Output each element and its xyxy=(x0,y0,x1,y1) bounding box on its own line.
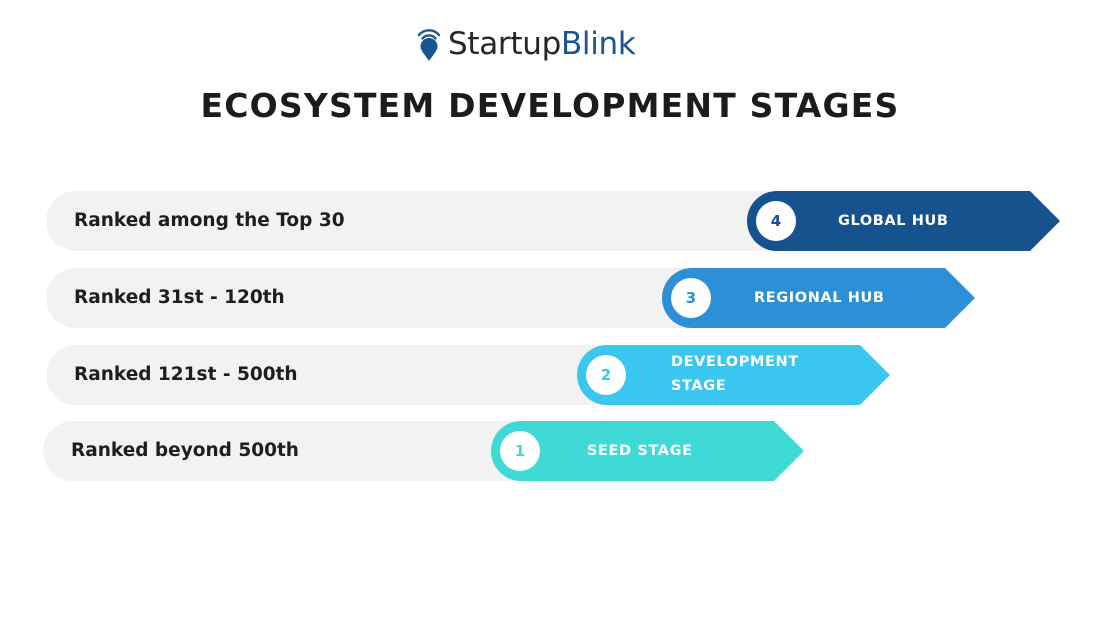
stage-number-badge: 2 xyxy=(586,355,626,395)
stage-name: REGIONAL HUB xyxy=(754,290,885,306)
stage-name: DEVELOPMENT STAGE xyxy=(671,350,799,398)
stage-row-regional-hub: Ranked 31st - 120th 3 REGIONAL HUB xyxy=(0,268,1100,328)
rank-bar xyxy=(43,421,563,481)
page-title: ECOSYSTEM DEVELOPMENT STAGES xyxy=(200,86,900,125)
logo-text-blink: Blink xyxy=(560,25,636,62)
rank-bar xyxy=(46,345,646,405)
stage-number-badge: 3 xyxy=(671,278,711,318)
rank-label: Ranked beyond 500th xyxy=(71,440,299,461)
stage-name: GLOBAL HUB xyxy=(838,213,949,229)
rank-label: Ranked among the Top 30 xyxy=(74,210,345,231)
rank-bar xyxy=(46,191,806,251)
rank-label: Ranked 31st - 120th xyxy=(74,287,285,308)
stage-arrow: 4 GLOBAL HUB xyxy=(747,191,1060,251)
logo-text-startup: Startup xyxy=(448,25,561,62)
stage-arrow: 3 REGIONAL HUB xyxy=(662,268,975,328)
startupblink-logo: StartupBlink xyxy=(414,24,636,64)
stage-number-badge: 1 xyxy=(500,431,540,471)
stage-row-seed-stage: Ranked beyond 500th 1 SEED STAGE xyxy=(0,421,1100,481)
rank-bar xyxy=(46,268,726,328)
stage-name: SEED STAGE xyxy=(587,443,693,459)
stage-name-line1: DEVELOPMENT xyxy=(671,354,799,370)
stage-row-development-stage: Ranked 121st - 500th 2 DEVELOPMENT STAGE xyxy=(0,345,1100,405)
stage-number-badge: 4 xyxy=(756,201,796,241)
rank-label: Ranked 121st - 500th xyxy=(74,364,298,385)
stage-arrow: 1 SEED STAGE xyxy=(491,421,804,481)
stage-name-line2: STAGE xyxy=(671,378,727,394)
location-pin-signal-icon xyxy=(417,29,441,61)
stage-row-global-hub: Ranked among the Top 30 4 GLOBAL HUB xyxy=(0,191,1100,251)
stage-arrow: 2 DEVELOPMENT STAGE xyxy=(577,345,890,405)
